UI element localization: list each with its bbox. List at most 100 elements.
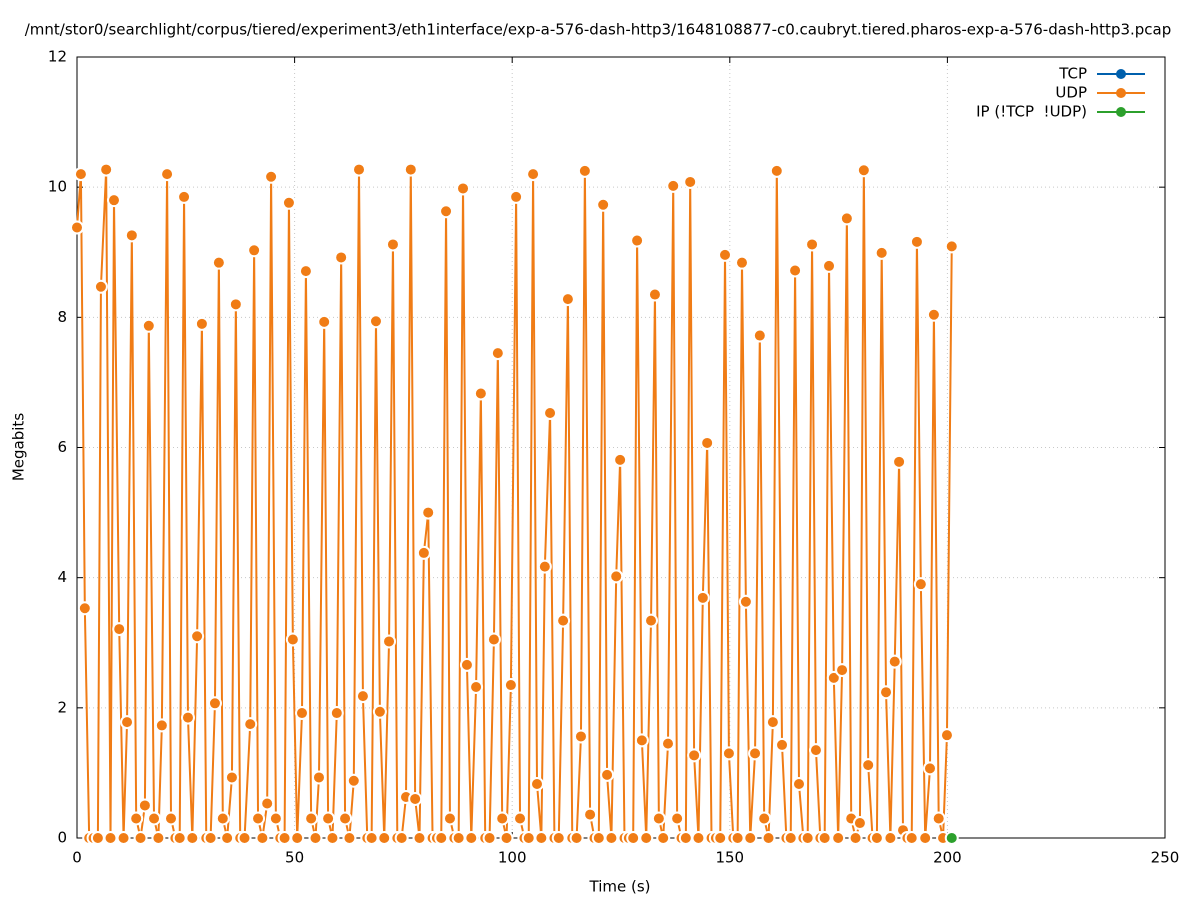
data-point — [892, 454, 907, 469]
data-point — [534, 831, 549, 845]
data-point — [691, 831, 706, 845]
data-point — [647, 287, 662, 302]
data-point — [220, 831, 235, 845]
data-point — [556, 613, 571, 628]
data-point — [626, 831, 641, 845]
legend-swatch — [1116, 69, 1126, 79]
data-point — [596, 197, 611, 212]
data-point — [281, 195, 296, 210]
legend-label: TCP — [1058, 65, 1087, 83]
data-point — [364, 831, 379, 845]
data-point — [560, 292, 575, 307]
data-point — [211, 255, 226, 270]
data-point — [190, 629, 205, 644]
data-point — [99, 162, 114, 177]
data-point — [775, 737, 790, 752]
data-point — [321, 811, 336, 826]
x-tick-label: 50 — [285, 849, 304, 867]
data-point — [630, 233, 645, 248]
data-point — [913, 577, 928, 592]
data-point — [290, 831, 305, 845]
data-point — [817, 831, 832, 845]
data-point — [683, 174, 698, 189]
data-point — [164, 811, 179, 826]
legend-swatch — [1116, 107, 1126, 117]
data-point — [543, 406, 558, 421]
data-point — [70, 220, 84, 235]
data-point — [761, 831, 776, 845]
x-tick-label: 0 — [72, 849, 82, 867]
data-point — [783, 831, 798, 845]
data-point — [177, 189, 192, 204]
data-point — [573, 729, 588, 744]
data-point — [791, 776, 806, 791]
data-point — [237, 831, 252, 845]
data-point — [922, 761, 937, 776]
data-point — [944, 831, 959, 845]
data-point — [403, 162, 418, 177]
data-point — [342, 831, 357, 845]
data-point — [499, 831, 514, 845]
data-point — [133, 831, 148, 845]
y-tick-label: 0 — [57, 829, 67, 847]
y-tick-label: 10 — [48, 178, 67, 196]
data-point — [129, 811, 144, 826]
data-point — [509, 189, 524, 204]
data-point — [939, 728, 954, 743]
data-point — [730, 831, 745, 845]
data-point — [651, 811, 666, 826]
data-point — [495, 811, 510, 826]
data-point — [738, 594, 753, 609]
data-point — [304, 811, 319, 826]
data-point — [805, 237, 820, 252]
data-point — [551, 831, 566, 845]
data-point — [909, 234, 924, 249]
x-tick-label: 250 — [1151, 849, 1180, 867]
data-point — [583, 807, 598, 822]
data-point — [503, 678, 518, 693]
data-point — [247, 243, 262, 258]
data-point — [634, 733, 649, 748]
data-point — [298, 264, 313, 279]
data-point — [765, 715, 780, 730]
data-point — [931, 811, 946, 826]
data-point — [661, 736, 676, 751]
y-tick-label: 6 — [57, 438, 67, 456]
data-point — [412, 831, 427, 845]
legend-label: UDP — [1055, 84, 1087, 102]
x-axis-label: Time (s) — [589, 878, 651, 896]
data-point — [678, 831, 693, 845]
data-point — [311, 770, 326, 785]
data-point — [185, 831, 200, 845]
data-point — [77, 601, 92, 616]
data-point — [856, 163, 871, 178]
data-point — [346, 773, 361, 788]
data-point — [120, 715, 135, 730]
data-point — [224, 770, 239, 785]
data-point — [526, 167, 541, 182]
data-point — [713, 831, 728, 845]
data-point — [822, 258, 837, 273]
data-point — [918, 831, 933, 845]
data-point — [670, 811, 685, 826]
chart-title: /mnt/stor0/searchlight/corpus/tiered/exp… — [25, 21, 1172, 39]
data-point — [604, 831, 619, 845]
data-point — [277, 831, 292, 845]
data-point — [600, 767, 615, 782]
data-point — [73, 167, 88, 182]
data-point — [879, 685, 894, 700]
data-point — [90, 831, 105, 845]
data-point — [490, 346, 505, 361]
data-point — [352, 162, 367, 177]
data-point — [151, 831, 166, 845]
data-point — [147, 811, 162, 826]
data-point — [394, 831, 409, 845]
data-point — [513, 811, 528, 826]
data-point — [788, 263, 803, 278]
data-point — [408, 791, 423, 806]
data-point — [255, 831, 270, 845]
data-point — [215, 811, 230, 826]
data-point — [700, 435, 715, 450]
data-point — [317, 314, 332, 329]
